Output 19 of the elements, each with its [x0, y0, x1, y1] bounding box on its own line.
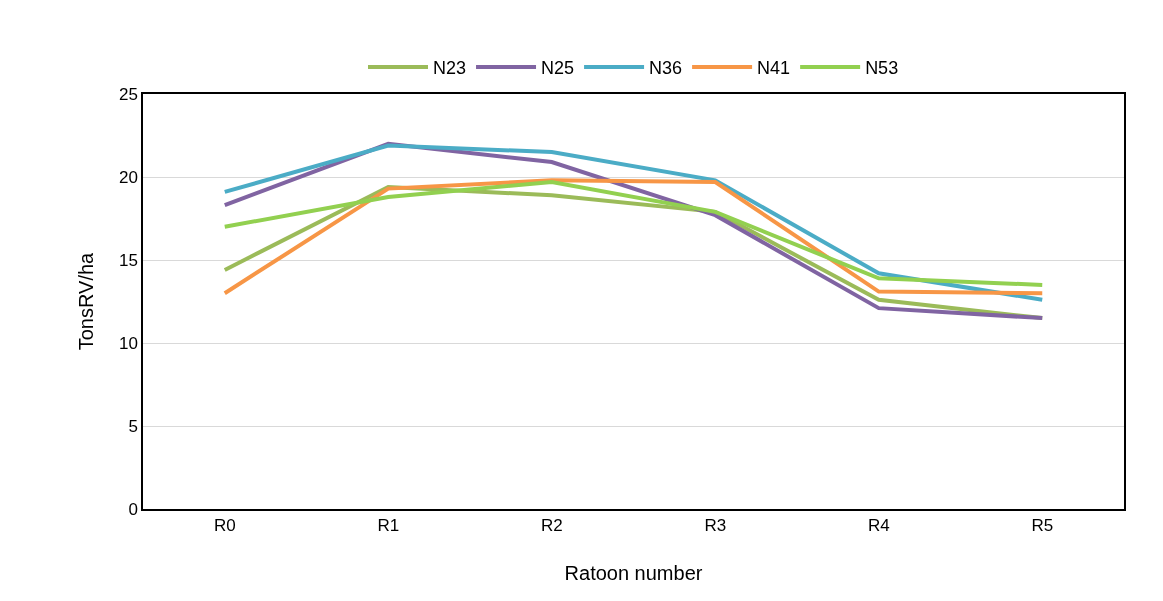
y-tick-label: 25 — [118, 84, 138, 104]
y-tick-label: 10 — [118, 333, 138, 353]
x-tick-label: R5 — [1031, 516, 1054, 536]
legend-label: N23 — [433, 57, 467, 78]
x-tick-label: R1 — [377, 516, 400, 536]
legend-label: N25 — [541, 57, 575, 78]
x-axis-title: Ratoon number — [564, 561, 703, 584]
x-tick-label: R2 — [540, 516, 563, 536]
x-tick-label: R4 — [867, 516, 890, 536]
y-tick-label: 0 — [128, 499, 138, 519]
x-tick-label: R3 — [704, 516, 727, 536]
legend-label: N36 — [649, 57, 683, 78]
y-tick-label: 15 — [118, 250, 138, 270]
y-axis-title: TonsRV/ha — [74, 251, 97, 351]
x-tick-label: R0 — [213, 516, 236, 536]
y-tick-label: 5 — [128, 416, 138, 436]
legend-label: N53 — [865, 57, 899, 78]
legend-label: N41 — [757, 57, 791, 78]
y-tick-label: 20 — [118, 167, 138, 187]
